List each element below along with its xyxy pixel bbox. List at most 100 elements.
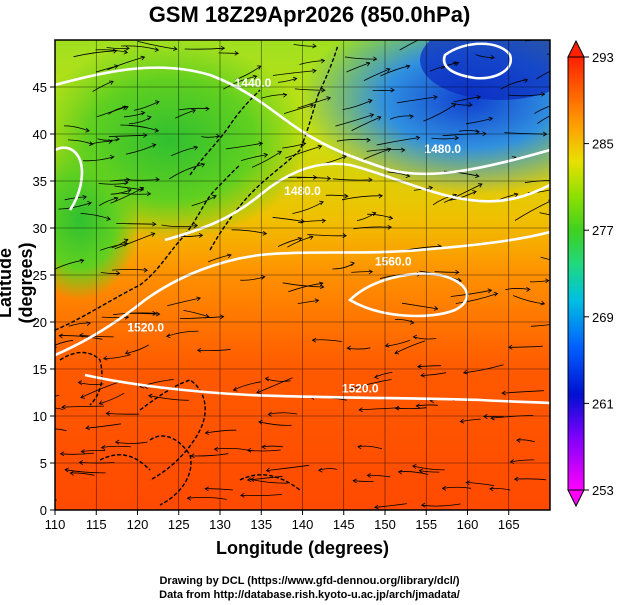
streamline-arrow: [198, 233, 204, 238]
streamline: [398, 471, 429, 475]
streamline-arrow: [369, 113, 375, 118]
streamline-arrow: [319, 284, 325, 290]
streamline: [514, 478, 547, 481]
streamline: [325, 194, 348, 197]
x-tick-label: 145: [333, 517, 355, 532]
streamline: [272, 70, 317, 76]
streamline-arrow: [451, 103, 457, 108]
streamline: [347, 347, 371, 350]
streamline: [463, 364, 504, 374]
streamline: [455, 293, 498, 304]
streamline: [443, 170, 479, 177]
colorbar-tick-label: 261: [592, 396, 614, 411]
streamline: [374, 372, 393, 378]
streamline: [197, 348, 231, 352]
streamline: [120, 124, 159, 132]
colorbar-tick-label: 293: [592, 50, 614, 65]
streamline: [431, 137, 459, 140]
streamline: [292, 201, 324, 214]
streamline: [356, 212, 376, 221]
streamline-arrow: [388, 215, 394, 221]
streamline-arrow: [77, 380, 83, 386]
streamline: [297, 300, 319, 304]
x-tick-label: 155: [415, 517, 437, 532]
streamline-arrow: [385, 68, 391, 73]
streamline-arrow: [297, 237, 303, 242]
streamline: [475, 54, 495, 58]
streamline-arrow: [309, 103, 315, 109]
streamline-arrow: [390, 87, 395, 93]
streamline-arrow: [374, 374, 379, 379]
streamline-arrow: [112, 48, 118, 54]
streamline: [247, 475, 283, 481]
streamline-arrow: [412, 464, 417, 469]
streamline-arrow: [191, 109, 197, 114]
streamline-arrow: [100, 445, 106, 450]
streamline-arrow: [154, 127, 160, 133]
streamline-arrow: [124, 105, 129, 111]
streamline: [389, 115, 414, 120]
drawing-credit: Drawing by DCL (https://www.gfd-dennou.o…: [159, 575, 460, 587]
streamline: [68, 322, 91, 327]
streamline: [353, 480, 374, 482]
streamline: [421, 503, 461, 507]
streamline: [214, 447, 252, 452]
streamline: [505, 288, 530, 291]
streamline: [318, 468, 338, 471]
streamline-arrow: [80, 394, 85, 399]
streamline-arrow: [64, 467, 69, 473]
streamline-arrow: [441, 485, 447, 491]
y-tick-label: 10: [33, 409, 47, 424]
x-tick-label: 135: [250, 517, 272, 532]
streamline: [68, 139, 93, 145]
streamline-arrow: [405, 173, 411, 178]
streamline: [272, 216, 305, 222]
streamline-arrow: [193, 223, 199, 228]
streamline: [416, 404, 438, 407]
streamline: [133, 101, 160, 111]
streamline-arrow: [205, 106, 210, 112]
streamline: [394, 340, 426, 354]
y-tick-label: 40: [33, 127, 47, 142]
streamline: [288, 282, 323, 293]
x-tick-label: 115: [86, 517, 107, 532]
streamline: [376, 137, 420, 146]
streamline-arrow: [127, 188, 132, 193]
streamline-arrow: [146, 115, 152, 121]
streamline: [223, 75, 257, 90]
streamline: [265, 378, 291, 382]
streamline-arrow: [82, 194, 88, 200]
y-tick-label: 30: [33, 221, 47, 236]
streamline: [184, 47, 225, 50]
streamline-arrow: [196, 347, 202, 353]
streamline-arrow: [69, 470, 75, 476]
streamline-arrow: [459, 418, 465, 424]
streamline-arrow: [415, 135, 421, 141]
streamline: [268, 412, 298, 415]
streamline: [166, 330, 199, 337]
y-tick-label: 45: [33, 80, 47, 95]
streamline: [421, 372, 447, 376]
streamline-arrow: [428, 185, 434, 191]
streamline-arrow: [140, 110, 146, 116]
streamline-arrow: [372, 56, 378, 62]
streamline: [225, 142, 263, 150]
streamline: [296, 176, 317, 179]
streamline-arrow: [292, 76, 298, 82]
streamline-arrow: [513, 476, 519, 482]
streamline: [284, 145, 322, 159]
streamline-arrow: [415, 403, 420, 409]
x-tick-label: 130: [209, 517, 231, 532]
streamline: [512, 295, 545, 305]
streamline: [502, 390, 544, 394]
streamline: [262, 445, 283, 448]
colorbar-min-arrow: [567, 489, 585, 508]
streamline: [332, 262, 355, 270]
streamline: [231, 229, 267, 235]
streamline: [537, 115, 550, 124]
streamline-arrow: [358, 407, 363, 413]
streamline-arrow: [540, 300, 546, 306]
streamline-arrow: [493, 291, 499, 297]
